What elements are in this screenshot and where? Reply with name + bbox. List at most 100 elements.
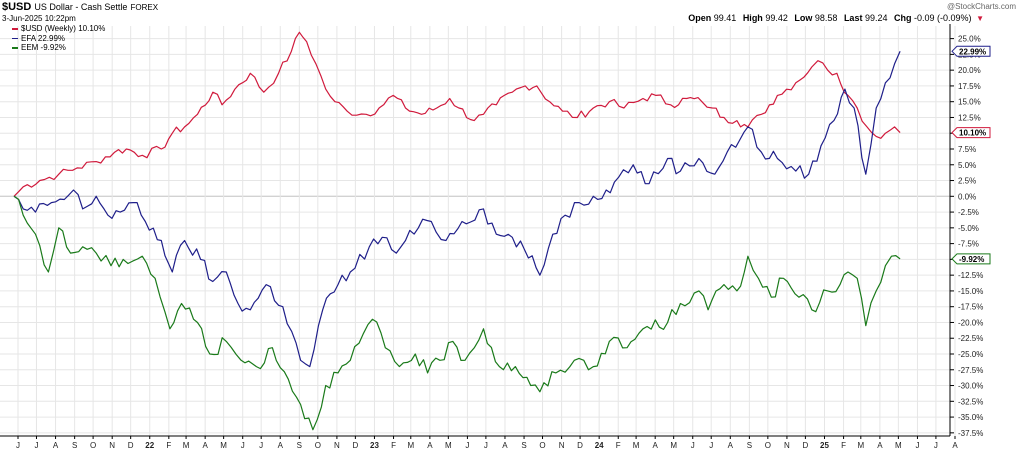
series-line-eem xyxy=(13,195,901,431)
x-tick-label: A xyxy=(502,441,508,450)
end-tag-label-efa: 22.99% xyxy=(959,47,986,56)
x-tick-label: O xyxy=(539,441,545,450)
y-tick-label: 12.5% xyxy=(958,113,981,122)
x-axis: J J A S O N D 22 F M A M J J A S O N D 23 F M A M J J A S O N D 24 F M A M J… xyxy=(0,435,958,450)
x-tick-label: M xyxy=(445,441,452,450)
y-tick-label: 17.5% xyxy=(958,82,981,91)
x-tick-label: O xyxy=(90,441,96,450)
end-tag-efa: 22.99% xyxy=(951,45,991,57)
x-tick-label: M xyxy=(183,441,190,450)
y-tick-label: -5.0% xyxy=(958,224,979,233)
x-tick-label: J xyxy=(915,441,919,450)
y-tick-label: 2.5% xyxy=(958,177,976,186)
end-tag-label-usd: 10.10% xyxy=(959,129,986,138)
end-tag-eem: -9.92% xyxy=(951,253,991,265)
y-tick-label: -12.5% xyxy=(958,271,983,280)
low-label: Low xyxy=(794,13,813,23)
chg-label: Chg xyxy=(894,13,912,23)
low-value: 98.58 xyxy=(814,13,838,23)
end-tag-label-eem: -9.92% xyxy=(959,255,984,264)
series-line-efa xyxy=(13,51,901,368)
x-tick-label: M xyxy=(857,441,864,450)
y-tick-label: -17.5% xyxy=(958,303,983,312)
y-tick-label: -22.5% xyxy=(958,334,983,343)
end-tag-usd: 10.10% xyxy=(951,127,991,139)
x-tick-label: J xyxy=(691,441,695,450)
x-tick-label: F xyxy=(841,441,846,450)
series-layer xyxy=(13,31,901,431)
legend-swatch-eem xyxy=(12,47,18,49)
y-tick-label: -15.0% xyxy=(958,287,983,296)
y-tick-label: -25.0% xyxy=(958,350,983,359)
x-tick-label: D xyxy=(803,441,809,450)
y-tick-label: 5.0% xyxy=(958,161,976,170)
x-tick-label: J xyxy=(934,441,938,450)
x-tick-label: F xyxy=(166,441,171,450)
x-tick-label: N xyxy=(334,441,340,450)
end-tag-box-usd xyxy=(951,127,991,139)
last-value: 99.24 xyxy=(864,13,888,23)
y-tick-label: -30.0% xyxy=(958,382,983,391)
x-tick-label: J xyxy=(16,441,20,450)
x-tick-label: A xyxy=(952,441,958,450)
high-label: High xyxy=(742,13,763,23)
last-label: Last xyxy=(843,13,863,23)
x-tick-label: N xyxy=(559,441,565,450)
chart-grid xyxy=(0,26,956,436)
x-tick-label: J xyxy=(241,441,245,450)
legend-item-usd: $USD (Weekly) 10.10% xyxy=(12,24,105,34)
x-tick-label: D xyxy=(352,441,358,450)
x-tick-label: J xyxy=(465,441,469,450)
legend-label-eem: EEM -9.92% xyxy=(21,43,66,52)
legend-item-efa: EFA 22.99% xyxy=(12,34,105,44)
end-tag-box-efa xyxy=(951,45,991,57)
x-tick-label: O xyxy=(315,441,321,450)
x-tick-label: 24 xyxy=(595,441,604,450)
y-tick-label: -32.5% xyxy=(958,397,983,406)
symbol-description: US Dollar - Cash Settle xyxy=(34,2,128,12)
x-tick-label: M xyxy=(633,441,640,450)
y-tick-label: 25.0% xyxy=(958,35,981,44)
open-label: Open xyxy=(688,13,712,23)
symbol-title: $USD US Dollar - Cash Settle FOREX xyxy=(2,1,158,13)
x-tick-label: F xyxy=(616,441,621,450)
symbol-exchange: FOREX xyxy=(130,3,159,12)
y-tick-label: 0.0% xyxy=(958,192,976,201)
end-tags: 10.10% 22.99% -9.92% xyxy=(951,45,991,265)
x-tick-label: A xyxy=(427,441,433,450)
y-tick-label: -20.0% xyxy=(958,318,983,327)
open-value: 99.41 xyxy=(713,13,737,23)
watermark: @StockCharts.com xyxy=(946,2,1016,11)
series-line-usd xyxy=(13,31,901,197)
x-tick-label: J xyxy=(484,441,488,450)
end-tag-box-eem xyxy=(951,253,991,265)
y-tick-label: 20.0% xyxy=(958,66,981,75)
x-tick-label: S xyxy=(72,441,77,450)
y-tick-label: -27.5% xyxy=(958,366,983,375)
symbol-ticker: $USD xyxy=(2,1,32,13)
x-tick-label: S xyxy=(521,441,526,450)
x-tick-label: 23 xyxy=(370,441,379,450)
x-tick-label: A xyxy=(278,441,284,450)
x-tick-label: N xyxy=(109,441,115,450)
x-tick-label: O xyxy=(765,441,771,450)
high-value: 99.42 xyxy=(765,13,788,23)
legend-swatch-usd xyxy=(12,28,18,30)
x-tick-label: J xyxy=(259,441,263,450)
x-tick-label: A xyxy=(877,441,883,450)
x-tick-label: J xyxy=(709,441,713,450)
y-tick-label: -7.5% xyxy=(958,240,979,249)
y-tick-label: -35.0% xyxy=(958,413,983,422)
x-tick-label: M xyxy=(407,441,414,450)
x-tick-label: J xyxy=(34,441,38,450)
x-tick-label: 22 xyxy=(145,441,154,450)
y-tick-label: 7.5% xyxy=(958,145,976,154)
x-tick-label: A xyxy=(53,441,59,450)
x-tick-label: D xyxy=(128,441,134,450)
y-tick-label: 15.0% xyxy=(958,98,981,107)
legend-label-usd: $USD (Weekly) 10.10% xyxy=(21,24,106,33)
y-tick-label: -37.5% xyxy=(958,429,983,438)
y-tick-label: -2.5% xyxy=(958,208,979,217)
chg-value: -0.09 (-0.09%) xyxy=(914,13,972,23)
